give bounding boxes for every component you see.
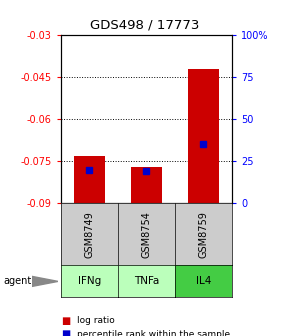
Text: GSM8754: GSM8754 [142,211,151,258]
Text: GDS498 / 17773: GDS498 / 17773 [90,18,200,32]
Text: TNFa: TNFa [134,277,159,286]
Text: IL4: IL4 [196,277,211,286]
Text: ■: ■ [61,316,70,326]
Bar [131,167,162,203]
Text: GSM8759: GSM8759 [198,211,209,258]
Text: GSM8749: GSM8749 [84,211,95,258]
Text: IFNg: IFNg [78,277,101,286]
Bar [74,156,105,203]
Text: log ratio: log ratio [77,317,115,325]
Polygon shape [32,276,58,286]
Text: percentile rank within the sample: percentile rank within the sample [77,330,230,336]
Bar [188,69,219,203]
Text: ■: ■ [61,329,70,336]
Text: agent: agent [3,277,31,286]
